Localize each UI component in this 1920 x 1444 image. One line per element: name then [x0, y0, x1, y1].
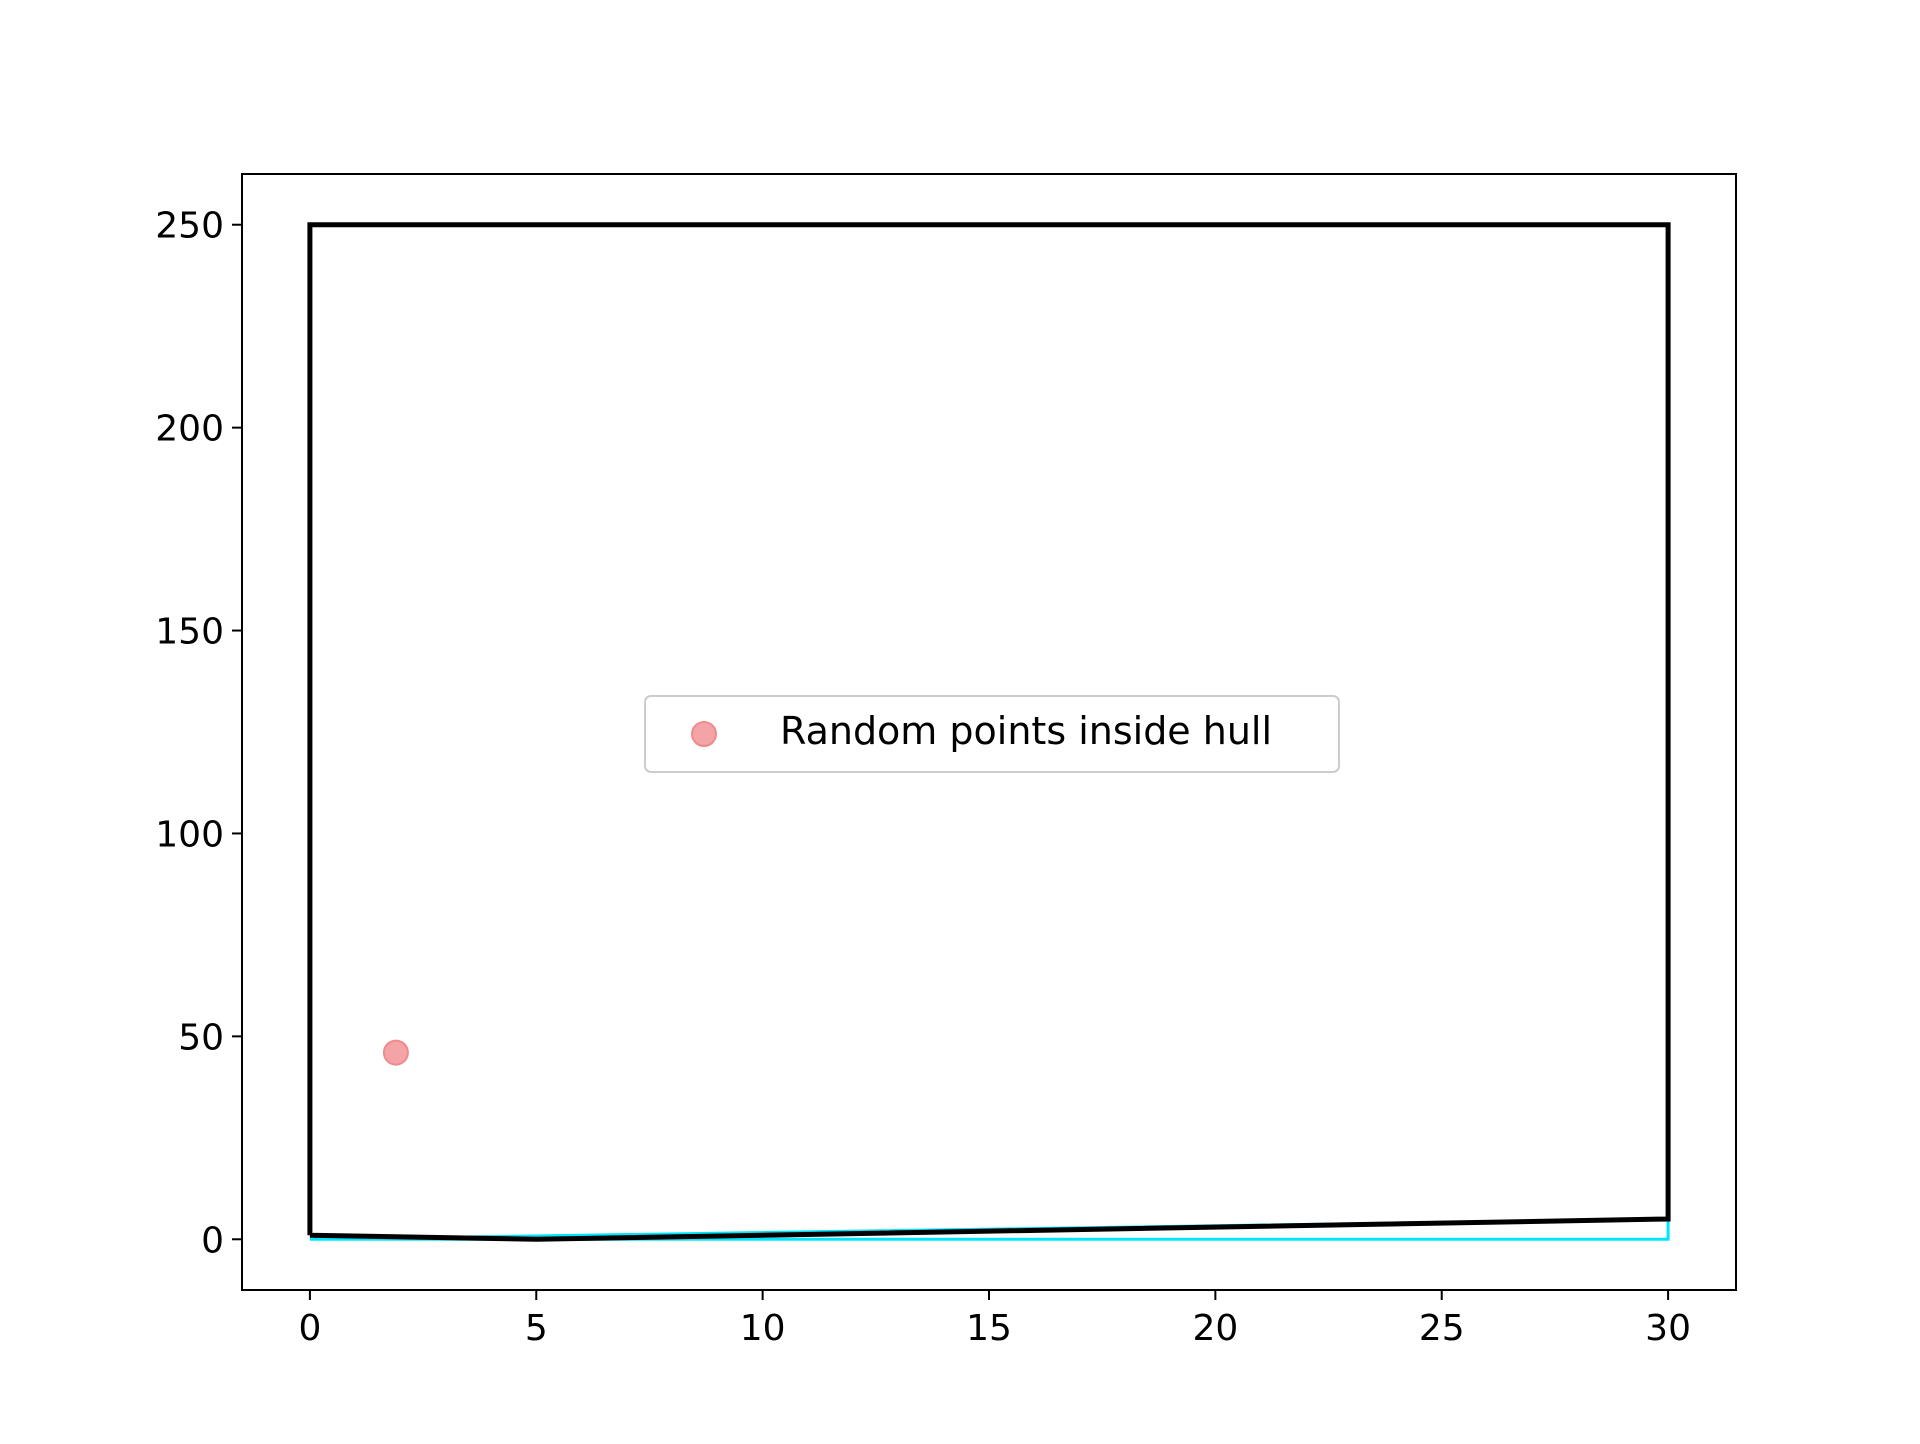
- x-tick-label: 30: [1645, 1308, 1691, 1349]
- y-tick-label: 50: [178, 1017, 224, 1058]
- y-axis: 0 50 100 150 200 250: [155, 206, 242, 1261]
- legend-label: Random points inside hull: [780, 709, 1272, 753]
- scatter-point: [382, 1039, 409, 1066]
- x-tick-label: 5: [525, 1308, 548, 1349]
- y-tick-label: 200: [155, 409, 224, 450]
- x-axis: 0 5 10 15 20 25 30: [298, 1290, 1691, 1349]
- y-tick-label: 100: [155, 814, 224, 855]
- legend: Random points inside hull: [644, 695, 1340, 773]
- x-tick-label: 0: [298, 1308, 321, 1349]
- hull-outline: [307, 222, 1671, 1242]
- x-tick-label: 10: [740, 1308, 786, 1349]
- legend-marker: [691, 721, 717, 747]
- y-tick-label: 150: [155, 612, 224, 653]
- x-tick-label: 15: [966, 1308, 1012, 1349]
- legend-box: [644, 695, 1340, 773]
- y-tick-label: 250: [155, 206, 224, 247]
- x-tick-label: 20: [1192, 1308, 1238, 1349]
- x-tick-label: 25: [1419, 1308, 1465, 1349]
- y-tick-label: 0: [201, 1220, 224, 1261]
